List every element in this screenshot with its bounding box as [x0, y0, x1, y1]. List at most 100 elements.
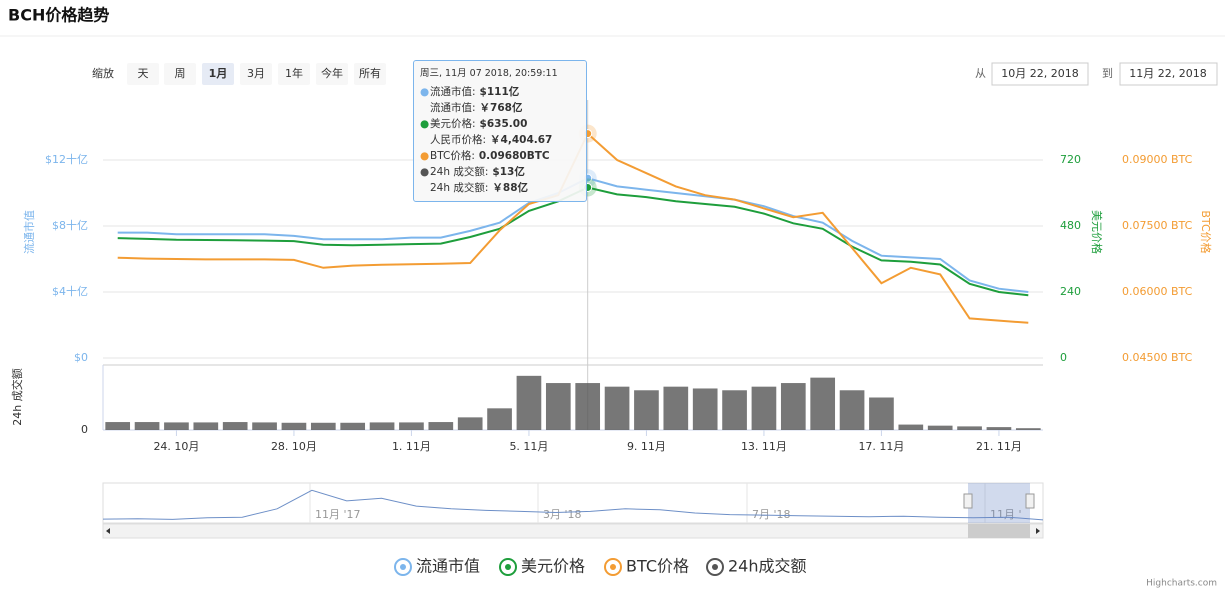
volume-bar — [281, 422, 307, 430]
tooltip-value: ￥4,404.67 — [490, 134, 553, 146]
x-tick-label: 5. 11月 — [509, 440, 548, 453]
tooltip-header: 周三, 11月 07 2018, 20:59:11 — [420, 68, 558, 79]
volume-bar — [1015, 428, 1041, 430]
volume-bar — [869, 397, 894, 430]
tooltip-value: $111亿 — [479, 86, 520, 98]
navigator-window[interactable] — [968, 483, 1030, 523]
scrollbar[interactable] — [102, 523, 1044, 539]
volume-bar — [340, 422, 366, 430]
to-date[interactable]: 11月 22, 2018 — [1129, 67, 1206, 80]
y-tick-label: 0.06000 BTC — [1122, 285, 1193, 298]
y-tick-label: 0.04500 BTC — [1122, 351, 1193, 364]
x-tick-label: 1. 11月 — [392, 440, 431, 453]
range-button[interactable] — [202, 63, 234, 85]
y-tick-label: 480 — [1060, 219, 1081, 232]
range-button-label[interactable]: 今年 — [321, 66, 343, 80]
volume-bar — [722, 390, 747, 430]
to-label: 到 — [1102, 67, 1113, 80]
y-tick-label: 0 — [1060, 351, 1067, 364]
legend-icon-dot[interactable] — [712, 564, 718, 570]
axis-title: 美元价格 — [1090, 210, 1104, 254]
legend-label[interactable]: 美元价格 — [521, 557, 585, 576]
tooltip-bullet: ● — [420, 86, 430, 98]
tooltip-value: 0.09680BTC — [478, 150, 550, 162]
tooltip-bullet: ● — [420, 166, 430, 178]
tooltip-label: 流通市值: — [430, 102, 476, 114]
volume-bar — [105, 422, 131, 430]
tooltip-row: ●24h 成交额: $13亿 — [420, 164, 580, 180]
volume-bar — [252, 422, 277, 430]
volume-bar — [780, 383, 806, 430]
navigator-label: 3月 '18 — [543, 508, 582, 521]
x-tick-label: 9. 11月 — [627, 440, 666, 453]
volume-bar — [575, 383, 601, 430]
axis-title: 流通市值 — [22, 210, 36, 254]
volume-bar — [545, 383, 571, 430]
legend-icon-dot[interactable] — [610, 564, 616, 570]
x-tick-label: 24. 10月 — [153, 440, 199, 453]
from-label: 从 — [975, 67, 986, 80]
y-tick-label: $8十亿 — [52, 218, 88, 232]
volume-bar — [428, 422, 454, 430]
legend-label[interactable]: 24h成交额 — [728, 557, 807, 576]
tooltip-value: $13亿 — [492, 166, 525, 178]
volume-bar — [399, 422, 424, 430]
legend-label[interactable]: 流通市值 — [416, 557, 480, 576]
tooltip-value: ￥768亿 — [479, 102, 523, 114]
navigator-handle[interactable] — [963, 493, 973, 509]
from-date[interactable]: 10月 22, 2018 — [1001, 67, 1078, 80]
volume-bar — [986, 427, 1012, 430]
volume-bar — [164, 422, 189, 430]
volume-bar — [604, 386, 630, 430]
tooltip-value: ￥88亿 — [492, 182, 529, 194]
volume-bar — [516, 375, 542, 430]
scrollbar-thumb[interactable] — [968, 524, 1030, 538]
navigator-handle[interactable] — [1025, 493, 1035, 509]
range-button[interactable] — [278, 63, 310, 85]
volume-bar — [898, 424, 924, 430]
tooltip-value: $635.00 — [479, 118, 528, 130]
y-tick-label: 0 — [81, 423, 88, 436]
range-button[interactable] — [164, 63, 196, 85]
range-button[interactable] — [354, 63, 386, 85]
from-input[interactable] — [991, 62, 1089, 86]
y-tick-label: $4十亿 — [52, 284, 88, 298]
y-tick-label: $0 — [74, 351, 88, 364]
chart-title: BCH价格趋势 — [8, 6, 109, 25]
x-tick-label: 21. 11月 — [976, 440, 1022, 453]
tooltip-label: 流通市值: — [430, 86, 476, 98]
tooltip-label: 美元价格: — [430, 118, 476, 130]
range-button-label[interactable]: 周 — [175, 67, 186, 80]
range-button-label[interactable]: 所有 — [359, 66, 381, 80]
range-button[interactable] — [316, 63, 348, 85]
axis-title: 24h 成交额 — [10, 368, 24, 425]
range-button-label[interactable]: 1年 — [285, 66, 303, 80]
volume-bar — [193, 422, 219, 430]
x-tick-label: 13. 11月 — [741, 440, 787, 453]
range-button-label[interactable]: 3月 — [247, 67, 265, 80]
range-button[interactable] — [127, 63, 159, 85]
legend-icon-dot[interactable] — [505, 564, 511, 570]
tooltip-label: BTC价格: — [430, 150, 475, 162]
range-button-label[interactable]: 天 — [138, 67, 149, 80]
legend-label[interactable]: BTC价格 — [626, 557, 689, 576]
volume-bar — [751, 386, 777, 430]
to-input[interactable] — [1119, 62, 1218, 86]
range-button[interactable] — [240, 63, 272, 85]
tooltip-label: 24h 成交额: — [430, 182, 489, 194]
volume-bar — [634, 390, 659, 430]
tooltip-row: 人民币价格: ￥4,404.67 — [420, 132, 580, 148]
legend-icon-dot[interactable] — [400, 564, 406, 570]
series-line — [117, 186, 1029, 297]
y-tick-label: $12十亿 — [45, 152, 88, 166]
volume-bar — [957, 426, 982, 430]
x-tick-label: 17. 11月 — [858, 440, 904, 453]
volume-bar — [369, 422, 395, 430]
zoom-label: 缩放 — [92, 66, 114, 80]
volume-bar — [310, 422, 336, 430]
volume-bar — [810, 377, 836, 430]
credits[interactable]: Highcharts.com — [1146, 579, 1217, 589]
volume-bar — [134, 422, 160, 430]
range-button-label[interactable]: 1月 — [209, 67, 228, 80]
tooltip-row: ●流通市值: $111亿 — [420, 84, 580, 100]
